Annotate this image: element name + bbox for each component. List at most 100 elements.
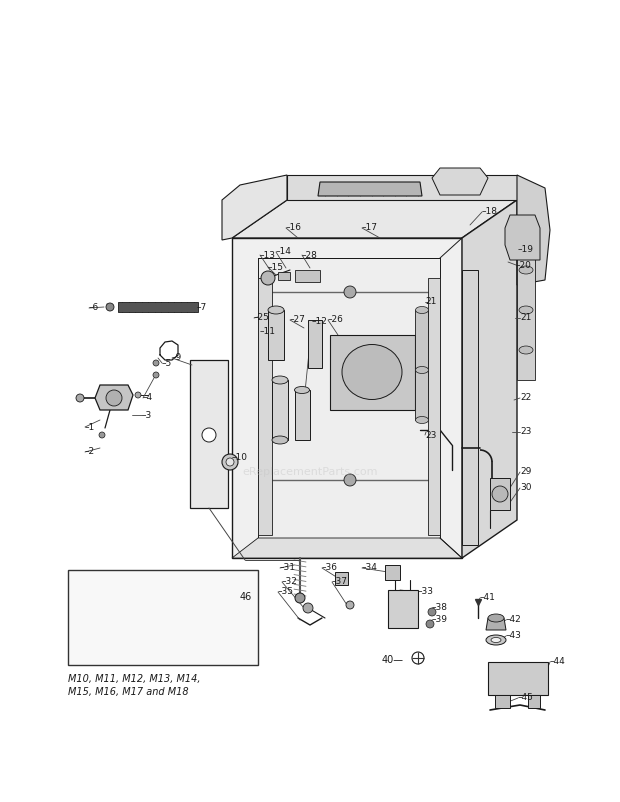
Circle shape [226, 458, 234, 466]
Circle shape [428, 608, 436, 616]
Polygon shape [232, 200, 517, 238]
Polygon shape [118, 302, 198, 312]
Text: 29: 29 [520, 468, 531, 476]
Text: –35: –35 [278, 588, 294, 597]
Circle shape [202, 428, 216, 442]
Text: 21: 21 [520, 314, 531, 322]
Text: –42: –42 [506, 615, 522, 625]
Text: –12: –12 [312, 318, 328, 326]
Text: –45: –45 [518, 694, 534, 703]
Polygon shape [462, 200, 517, 558]
Text: –31: –31 [280, 564, 296, 573]
Polygon shape [528, 695, 540, 708]
Polygon shape [268, 310, 284, 360]
Polygon shape [295, 270, 320, 282]
Circle shape [426, 620, 434, 628]
Ellipse shape [486, 635, 506, 645]
Text: –4: –4 [143, 394, 153, 403]
Text: –25: –25 [254, 314, 270, 322]
Ellipse shape [268, 306, 284, 314]
Circle shape [344, 474, 356, 486]
Circle shape [261, 271, 275, 285]
Text: –38: –38 [432, 603, 448, 613]
Text: –15: –15 [268, 262, 284, 272]
Polygon shape [295, 390, 310, 440]
Ellipse shape [519, 306, 533, 314]
Polygon shape [490, 478, 510, 510]
Text: –41: –41 [480, 593, 496, 602]
Ellipse shape [272, 376, 288, 384]
Text: –33: –33 [418, 588, 434, 597]
Polygon shape [415, 310, 428, 420]
Text: –13: –13 [260, 250, 276, 260]
Circle shape [344, 286, 356, 298]
Circle shape [153, 360, 159, 366]
Ellipse shape [488, 614, 504, 622]
Polygon shape [258, 258, 440, 538]
Text: –3: –3 [142, 411, 153, 419]
Circle shape [153, 372, 159, 378]
Circle shape [303, 603, 313, 613]
Text: –18: –18 [482, 208, 498, 217]
Circle shape [99, 432, 105, 438]
Polygon shape [318, 182, 422, 196]
Polygon shape [95, 385, 133, 410]
Ellipse shape [415, 306, 428, 314]
Text: 30: 30 [520, 484, 531, 492]
Circle shape [106, 390, 122, 406]
Polygon shape [278, 272, 290, 280]
Text: –44: –44 [550, 658, 565, 666]
Circle shape [135, 392, 141, 398]
Bar [68, 570, 258, 665]
Text: –6: –6 [89, 303, 99, 313]
Circle shape [492, 486, 508, 502]
Circle shape [346, 601, 354, 609]
Polygon shape [462, 270, 478, 545]
Polygon shape [335, 572, 348, 585]
Text: –2: –2 [85, 448, 95, 456]
Polygon shape [385, 565, 400, 580]
Polygon shape [330, 335, 415, 410]
Polygon shape [232, 538, 462, 558]
Text: 23: 23 [425, 431, 436, 439]
Circle shape [295, 593, 305, 603]
Text: –17: –17 [362, 224, 378, 233]
Polygon shape [287, 175, 517, 200]
Polygon shape [258, 278, 272, 535]
Ellipse shape [272, 436, 288, 444]
Text: –16: –16 [286, 224, 302, 233]
Polygon shape [222, 175, 287, 240]
Polygon shape [517, 175, 550, 285]
Text: –43: –43 [506, 631, 522, 641]
Ellipse shape [491, 638, 501, 642]
Text: –28: –28 [302, 250, 318, 260]
Text: –19: –19 [518, 245, 534, 254]
Text: –27: –27 [290, 315, 306, 325]
Text: –14: –14 [276, 248, 292, 257]
Polygon shape [428, 278, 440, 535]
Text: eReplacementParts.com: eReplacementParts.com [242, 467, 378, 477]
Text: 23: 23 [520, 427, 531, 436]
Polygon shape [232, 238, 462, 558]
Polygon shape [517, 248, 535, 380]
Ellipse shape [415, 416, 428, 423]
Text: –39: –39 [432, 615, 448, 625]
Text: –20: –20 [516, 261, 532, 269]
Text: –36: –36 [322, 564, 338, 573]
Text: –37: –37 [332, 577, 348, 586]
Polygon shape [505, 215, 540, 260]
Text: 40—: 40— [382, 655, 404, 665]
Text: –26: –26 [328, 315, 344, 325]
Text: 21: 21 [425, 298, 436, 306]
Text: M15, M16, M17 and M18: M15, M16, M17 and M18 [68, 687, 188, 697]
Text: –1: –1 [85, 423, 95, 431]
Ellipse shape [294, 387, 309, 394]
Ellipse shape [519, 266, 533, 274]
Text: 46: 46 [240, 592, 252, 602]
Text: –34: –34 [362, 564, 378, 573]
Circle shape [106, 303, 114, 311]
Ellipse shape [342, 345, 402, 399]
Circle shape [76, 394, 84, 402]
Text: –7: –7 [197, 303, 207, 313]
Text: M10, M11, M12, M13, M14,: M10, M11, M12, M13, M14, [68, 674, 200, 684]
